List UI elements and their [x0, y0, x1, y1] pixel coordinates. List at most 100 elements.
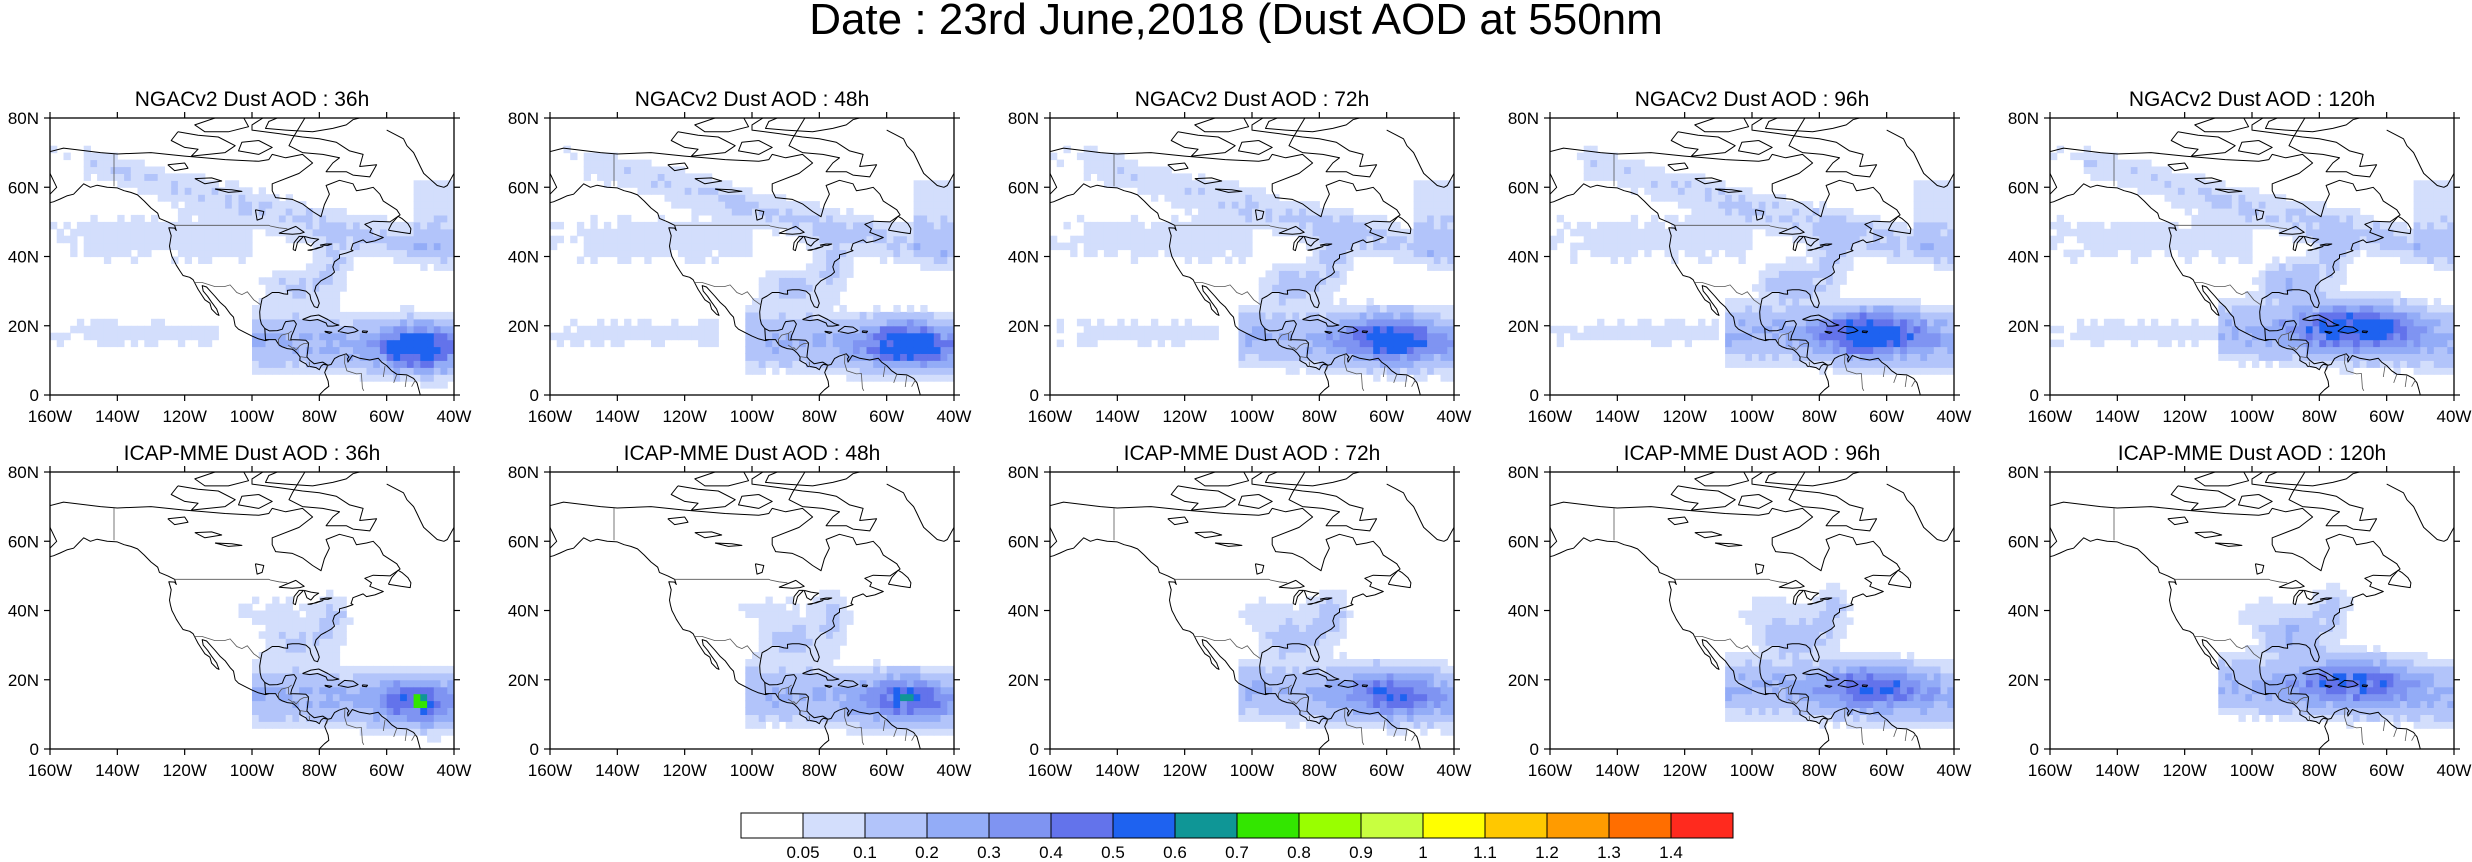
country-borders [1613, 154, 1916, 391]
aod-cell [420, 221, 428, 230]
aod-cell [2406, 305, 2415, 313]
aod-cell [684, 249, 692, 258]
aod-cell [630, 166, 639, 174]
aod-cell [130, 235, 139, 244]
aod-cell [2056, 339, 2064, 348]
aod-cell [1859, 221, 1867, 230]
aod-cell [1691, 173, 1699, 181]
aod-cell [258, 201, 266, 209]
aod-cell [433, 256, 442, 264]
aod-cell [373, 214, 381, 223]
aod-cell [2326, 291, 2334, 299]
aod-cell [1933, 318, 1942, 327]
aod-cell [2144, 221, 2152, 230]
aod-cell [2191, 332, 2199, 341]
aod-cell [1671, 325, 1679, 334]
aod-cell [2238, 332, 2246, 341]
aod-cell [1366, 214, 1374, 223]
aod-cell [2252, 325, 2260, 334]
aod-cell [1110, 235, 1118, 244]
aod-cell [427, 318, 435, 327]
aod-cell [1171, 180, 1179, 188]
aod-cell [2312, 318, 2320, 327]
aod-cell [1738, 346, 1746, 354]
aod-cell [1420, 235, 1428, 244]
aod-cell [2231, 339, 2240, 348]
aod-cell [2198, 208, 2206, 216]
aod-cell [2406, 353, 2415, 361]
aod-cell [1805, 305, 1814, 313]
aod-cell [2245, 298, 2253, 306]
aod-cell [1332, 277, 1341, 285]
aod-cell [819, 291, 827, 299]
aod-cell [758, 360, 766, 368]
aod-cell [258, 332, 266, 341]
aod-cell [2272, 221, 2280, 230]
aod-cell [1305, 214, 1314, 223]
aod-cell [1177, 325, 1186, 334]
aod-cell [1637, 325, 1645, 334]
aod-cell [2305, 214, 2314, 223]
aod-cell [637, 332, 645, 341]
aod-cell [1819, 228, 1827, 237]
aod-cell [1725, 194, 1733, 202]
aod-cell [1603, 166, 1612, 174]
aod-cell [684, 180, 692, 188]
aod-cell [1353, 311, 1361, 320]
aod-cell [1400, 311, 1408, 320]
aod-cell [1684, 194, 1692, 202]
aod-cell [2130, 159, 2139, 168]
aod-cell [2400, 235, 2408, 244]
aod-cell [947, 201, 954, 209]
aod-cell [2171, 228, 2179, 237]
aod-cell [1725, 346, 1733, 354]
aod-cell [879, 325, 888, 334]
aod-cell [124, 159, 132, 168]
aod-cell [1866, 353, 1874, 361]
aod-cell [177, 325, 186, 334]
aod-cell [1319, 367, 1327, 375]
aod-cell [846, 256, 854, 264]
aod-cell [731, 242, 740, 251]
aod-cell [278, 228, 287, 237]
aod-cell [792, 208, 800, 216]
aod-cell [353, 346, 361, 354]
y-tick-label: 40N [508, 248, 539, 267]
aod-cell [1353, 228, 1361, 237]
aod-cell [326, 263, 334, 271]
aod-cell [1691, 194, 1699, 202]
aod-cell [1671, 187, 1679, 195]
aod-cell [285, 305, 293, 313]
aod-cell [1583, 235, 1591, 244]
aod-cell [866, 332, 874, 341]
aod-cell [1353, 367, 1361, 375]
aod-cell [2184, 187, 2192, 195]
aod-cell [2346, 353, 2354, 361]
aod-cell [906, 249, 915, 258]
aod-cell [2198, 173, 2206, 181]
aod-cell [1312, 256, 1320, 264]
aod-cell [1839, 339, 1847, 348]
aod-cell [1339, 221, 1347, 230]
aod-cell [2393, 298, 2401, 306]
aod-cell [1846, 325, 1854, 334]
aod-cell [1157, 180, 1165, 188]
aod-cell [718, 249, 726, 258]
aod-cell [1171, 201, 1179, 209]
aod-cell [1265, 346, 1273, 354]
aod-cell [1805, 201, 1814, 209]
aod-cell [137, 166, 145, 174]
aod-cell [603, 173, 612, 181]
aod-cell [2292, 208, 2300, 216]
aod-cell [725, 228, 733, 237]
aod-cell [1130, 228, 1139, 237]
aod-cell [1285, 360, 1293, 368]
aod-cell [906, 360, 915, 368]
aod-cell [879, 311, 888, 320]
aod-cell [1110, 221, 1118, 230]
aod-cell [2278, 277, 2287, 285]
aod-cell [799, 325, 807, 334]
aod-cell [292, 339, 300, 348]
aod-cell [332, 339, 341, 348]
aod-cell [366, 242, 374, 251]
